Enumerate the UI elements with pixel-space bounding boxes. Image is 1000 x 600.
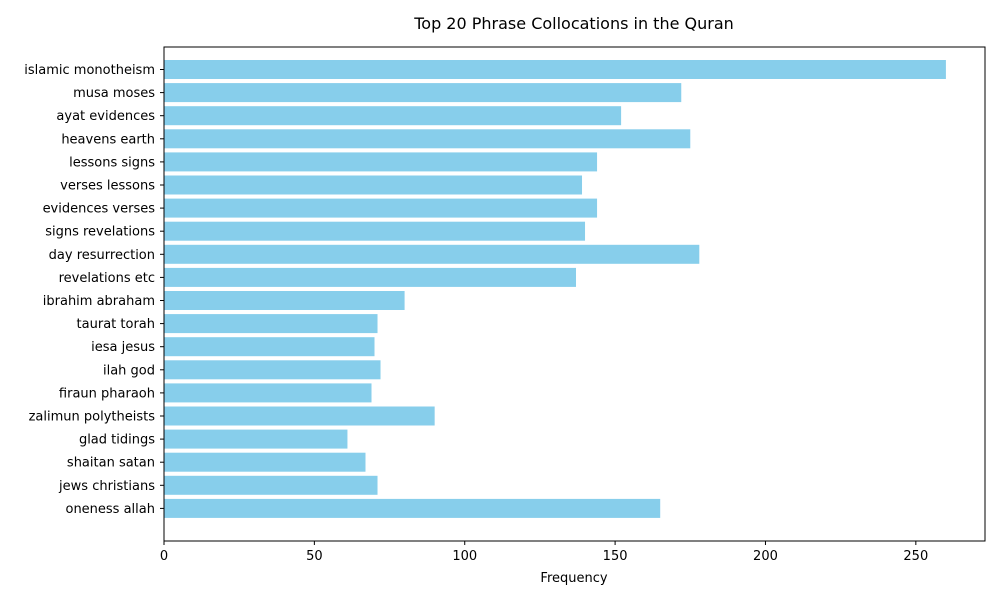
y-tick-label: iesa jesus [91,340,155,355]
y-tick-label: evidences verses [43,202,156,217]
y-tick-label: jews christians [58,479,155,494]
x-axis-label: Frequency [540,571,607,586]
bar-shaitan-satan [164,452,366,472]
bar-day-resurrection [164,244,700,264]
y-tick-label: ilah god [103,363,155,378]
bar-lessons-signs [164,152,598,172]
y-tick-label: oneness allah [65,502,155,517]
y-tick-label: signs revelations [45,225,155,240]
y-tick-label: zalimun polytheists [29,410,156,425]
y-tick-label: firaun pharaoh [59,386,155,401]
x-tick-label: 50 [306,549,323,564]
x-tick-label: 100 [452,549,477,564]
y-tick-label: revelations etc [59,271,155,286]
bar-zalimun-polytheists [164,406,435,426]
bar-islamic-monotheism [164,60,946,79]
bar-ilah-god [164,360,381,380]
bar-signs-revelations [164,221,586,241]
y-tick-label: islamic monotheism [24,63,155,78]
bar-musa-moses [164,83,682,103]
bar-revelations-etc [164,267,577,287]
bar-verses-lessons [164,175,583,195]
bar-glad-tidings [164,429,348,449]
y-tick-label: ayat evidences [56,109,155,124]
y-tick-label: glad tidings [79,433,155,448]
y-tick-label: taurat torah [77,317,155,332]
y-tick-label: heavens earth [61,132,155,147]
bar-firaun-pharaoh [164,383,372,403]
bar-iesa-jesus [164,337,375,357]
x-tick-label: 200 [753,549,778,564]
y-tick-label: lessons signs [69,155,155,170]
chart-title: Top 20 Phrase Collocations in the Quran [413,14,734,33]
bar-taurat-torah [164,314,378,334]
bar-jews-christians [164,475,378,495]
y-axis-ticks: islamic monotheism musa moses ayat evidenc… [24,63,164,517]
bars-group [164,60,946,518]
x-tick-label: 0 [160,549,168,564]
bar-ayat-evidences [164,106,622,126]
bar-ibrahim-abraham [164,291,405,310]
x-tick-label: 150 [603,549,628,564]
x-axis-ticks: 0 50 100 150 200 250 [160,541,928,564]
bar-oneness-allah [164,498,661,518]
plot-frame [163,46,986,542]
y-tick-label: shaitan satan [67,456,155,471]
bar-evidences-verses [164,198,598,218]
y-tick-label: day resurrection [49,248,155,263]
bar-heavens-earth [164,129,691,149]
y-tick-label: ibrahim abraham [43,294,155,309]
y-tick-label: verses lessons [60,179,155,194]
y-tick-label: musa moses [73,86,155,101]
x-tick-label: 250 [903,549,928,564]
